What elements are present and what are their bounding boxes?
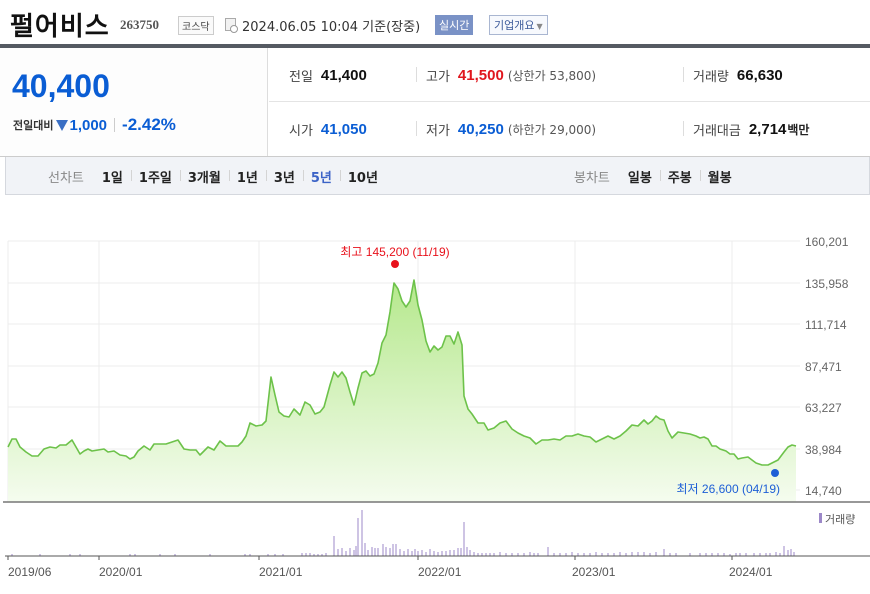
trade-value: 거래대금 2,714 백만	[693, 102, 809, 156]
x-tick: 2024/01	[729, 565, 773, 579]
current-price: 40,400	[12, 68, 110, 104]
x-tick: 2019/06	[8, 565, 52, 579]
period-1d[interactable]: 1일	[101, 170, 123, 186]
prev-close: 전일 41,400	[289, 48, 367, 102]
lower-limit: (하한가 29,000)	[507, 122, 597, 137]
volume-bars	[11, 510, 795, 556]
period-3m[interactable]: 3개월	[179, 167, 229, 186]
price-line	[7, 279, 797, 466]
change-amount: 1,000	[69, 116, 108, 134]
stock-name: 펄어비스	[10, 12, 110, 42]
y-tick: 87,471	[805, 360, 842, 374]
stats-row: 시가 41,050 저가 40,250 (하한가 29,000) 거래대금 2,…	[269, 102, 870, 156]
open-label: 시가	[289, 123, 313, 139]
min-marker	[771, 469, 779, 477]
period-1y[interactable]: 1년	[228, 167, 266, 186]
change-percent: -2.42%	[122, 115, 176, 134]
datetime-basis: 기준(장중)	[362, 20, 421, 35]
datetime-value: 2024.06.05 10:04	[242, 20, 359, 35]
x-tick: 2021/01	[259, 565, 303, 579]
volume: 거래량 66,630	[693, 48, 783, 102]
y-tick: 38,984	[805, 443, 842, 457]
volume-legend-swatch	[819, 513, 822, 523]
candle-chart-periods: 봉차트 일봉 주봉 월봉	[574, 157, 740, 195]
price-panel: 40,400 전일대비 1,000 -2.42%	[0, 48, 268, 156]
line-chart-periods: 선차트 1일 1주일 3개월 1년 3년 5년 10년	[48, 157, 386, 195]
line-chart-label: 선차트	[48, 170, 84, 186]
change-row: 전일대비 1,000 -2.42%	[13, 115, 176, 135]
company-info-dropdown[interactable]: 기업개요 ▼	[489, 15, 548, 35]
upper-limit: (상한가 53,800)	[507, 68, 597, 83]
divider	[114, 118, 116, 132]
low-price: 저가 40,250 (하한가 29,000)	[426, 102, 596, 156]
open-value: 41,050	[320, 120, 367, 138]
market-badge: 코스닥	[178, 16, 214, 35]
y-tick: 63,227	[805, 401, 842, 415]
min-label: 최저 26,600 (04/19)	[677, 482, 780, 496]
max-label: 최고 145,200 (11/19)	[340, 245, 449, 259]
trade-value-label: 거래대금	[693, 123, 741, 139]
prev-close-value: 41,400	[320, 66, 367, 84]
low-label: 저가	[426, 123, 450, 139]
quote-summary: 40,400 전일대비 1,000 -2.42% 전일 41,400 고가 41…	[0, 48, 870, 157]
triangle-down-icon	[56, 119, 69, 131]
price-chart-svg: 최고 145,200 (11/19) 최저 26,600 (04/19) 160…	[3, 235, 870, 579]
x-axis-labels: 2019/06 2020/01 2021/01 2022/01 2023/01 …	[8, 565, 773, 579]
trade-value-unit: 백만	[787, 122, 810, 137]
volume-legend: 거래량	[825, 513, 855, 526]
y-tick: 135,958	[805, 277, 849, 291]
y-tick: 111,714	[805, 318, 847, 332]
stock-header: 펄어비스 263750 코스닥 2024.06.05 10:04 기준(장중) …	[0, 0, 870, 45]
x-tick: 2020/01	[99, 565, 143, 579]
realtime-button[interactable]: 실시간	[435, 15, 474, 35]
period-1w[interactable]: 1주일	[130, 167, 180, 186]
candle-chart-label: 봉차트	[574, 170, 610, 186]
volume-label: 거래량	[693, 69, 729, 85]
divider	[416, 121, 417, 136]
period-10y[interactable]: 10년	[339, 167, 386, 186]
open-price: 시가 41,050	[289, 102, 367, 156]
period-3y[interactable]: 3년	[265, 167, 303, 186]
chart-period-bar: 선차트 1일 1주일 3개월 1년 3년 5년 10년 봉차트 일봉 주봉 월봉	[5, 157, 870, 195]
price-chart[interactable]: 최고 145,200 (11/19) 최저 26,600 (04/19) 160…	[0, 195, 870, 590]
candle-monthly[interactable]: 월봉	[699, 167, 740, 186]
change-label: 전일대비	[13, 119, 54, 132]
y-tick: 160,201	[805, 235, 849, 249]
prev-close-label: 전일	[289, 69, 313, 85]
y-axis: 160,201 135,958 111,714 87,471 63,227 38…	[805, 235, 849, 498]
company-info-label: 기업개요	[494, 19, 535, 32]
candle-weekly[interactable]: 주봉	[659, 167, 700, 186]
quote-datetime: 2024.06.05 10:04 기준(장중)	[242, 16, 420, 35]
price-area	[8, 280, 796, 502]
calendar-icon	[225, 18, 238, 33]
x-tick: 2023/01	[572, 565, 616, 579]
stock-code: 263750	[120, 17, 159, 32]
low-value: 40,250	[457, 120, 504, 138]
stats-table: 전일 41,400 고가 41,500 (상한가 53,800) 거래량 66,…	[269, 48, 870, 156]
trade-value-amount: 2,714	[748, 120, 787, 138]
divider	[683, 67, 684, 82]
volume-value: 66,630	[736, 66, 783, 84]
y-tick: 14,740	[805, 484, 842, 498]
period-5y[interactable]: 5년	[302, 167, 340, 186]
x-tick: 2022/01	[418, 565, 462, 579]
high-price: 고가 41,500 (상한가 53,800)	[426, 48, 596, 102]
header-divider	[0, 44, 870, 48]
stats-row: 전일 41,400 고가 41,500 (상한가 53,800) 거래량 66,…	[269, 48, 870, 102]
divider	[416, 67, 417, 82]
candle-daily[interactable]: 일봉	[627, 170, 652, 186]
max-marker	[391, 260, 399, 268]
divider	[683, 121, 684, 136]
x-ticks	[7, 556, 733, 560]
high-value: 41,500	[457, 66, 504, 84]
high-label: 고가	[426, 69, 450, 85]
chevron-down-icon: ▼	[536, 22, 543, 31]
